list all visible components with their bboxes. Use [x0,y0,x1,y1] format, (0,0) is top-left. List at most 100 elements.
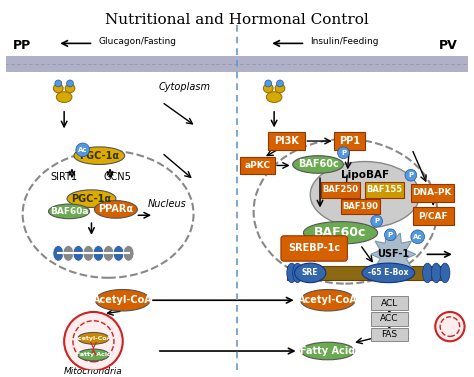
Ellipse shape [292,156,344,173]
Text: BAF190: BAF190 [342,202,378,211]
Circle shape [411,230,425,244]
Ellipse shape [94,201,137,218]
Text: DNA-PK: DNA-PK [412,188,452,197]
Circle shape [66,80,73,87]
Ellipse shape [431,263,441,283]
Ellipse shape [301,342,355,360]
FancyBboxPatch shape [287,266,443,280]
Ellipse shape [123,245,134,261]
Text: P/CAF: P/CAF [419,212,448,221]
FancyBboxPatch shape [411,184,454,202]
Text: PGC-1α: PGC-1α [79,151,119,161]
Ellipse shape [73,245,84,261]
Text: Glucagon/Fasting: Glucagon/Fasting [98,37,176,46]
Text: FAS: FAS [381,330,397,339]
Ellipse shape [362,263,415,283]
Ellipse shape [83,245,94,261]
Ellipse shape [287,263,297,283]
FancyBboxPatch shape [413,207,454,225]
FancyBboxPatch shape [340,199,380,214]
Circle shape [435,312,465,341]
Ellipse shape [113,245,124,261]
Text: Nucleus: Nucleus [147,199,186,208]
Text: Nutritional and Hormonal Control: Nutritional and Hormonal Control [105,13,369,27]
Ellipse shape [65,84,75,93]
FancyBboxPatch shape [268,132,305,150]
FancyBboxPatch shape [365,182,404,198]
Ellipse shape [54,84,63,93]
Ellipse shape [95,290,150,311]
Text: ACC: ACC [380,314,399,323]
Ellipse shape [310,162,419,228]
Text: SREBP-1c: SREBP-1c [288,244,340,253]
Text: BAF155: BAF155 [366,185,402,195]
Circle shape [371,215,383,227]
Polygon shape [371,233,416,276]
Text: PGC-1α: PGC-1α [72,194,111,204]
Ellipse shape [56,92,72,103]
Circle shape [405,169,417,181]
Ellipse shape [266,92,282,103]
Text: BAF60c: BAF60c [298,159,338,170]
Text: Ac: Ac [78,147,87,153]
Text: PV: PV [439,38,458,52]
Circle shape [64,312,123,371]
Text: Acetyl-CoA: Acetyl-CoA [74,336,113,341]
Ellipse shape [264,84,273,93]
Ellipse shape [422,263,432,283]
FancyBboxPatch shape [321,182,360,198]
Ellipse shape [292,263,302,283]
Text: USF-1: USF-1 [377,249,410,259]
Ellipse shape [93,245,104,261]
Text: -65 E-Box: -65 E-Box [368,268,409,277]
FancyBboxPatch shape [371,328,408,341]
Text: PP: PP [13,38,32,52]
Ellipse shape [53,245,64,261]
FancyBboxPatch shape [281,236,347,261]
Text: Acetyl-CoA: Acetyl-CoA [298,295,358,305]
Text: LipoBAF: LipoBAF [341,170,389,180]
Ellipse shape [295,263,326,283]
Text: P: P [388,232,393,238]
Text: Acetyl-CoA: Acetyl-CoA [93,295,153,305]
Text: ACL: ACL [381,299,398,308]
Text: Fatty Acid: Fatty Acid [300,346,356,356]
Text: BAF250: BAF250 [322,185,358,195]
Ellipse shape [74,147,125,164]
Ellipse shape [440,263,450,283]
Text: SRE: SRE [302,268,319,277]
Circle shape [276,80,283,87]
Ellipse shape [78,333,109,344]
Text: Ac: Ac [413,234,422,240]
Text: P: P [341,150,346,156]
Text: SIRT1: SIRT1 [51,172,78,182]
Text: aPKC: aPKC [245,161,271,170]
FancyBboxPatch shape [240,157,275,174]
Text: Mitochondria: Mitochondria [64,367,123,376]
Ellipse shape [301,290,355,311]
Text: Cytoplasm: Cytoplasm [158,83,210,92]
Text: PP1: PP1 [339,136,360,146]
Ellipse shape [48,204,90,219]
Text: Fatty Acid: Fatty Acid [76,352,111,357]
Circle shape [76,143,90,157]
Circle shape [55,80,62,87]
Circle shape [384,229,396,241]
Ellipse shape [78,349,109,361]
Ellipse shape [275,84,285,93]
Ellipse shape [103,245,114,261]
Circle shape [265,80,272,87]
FancyBboxPatch shape [6,56,468,72]
FancyBboxPatch shape [371,312,408,326]
Text: GCN5: GCN5 [104,172,132,182]
Text: PPARα: PPARα [98,204,134,215]
Text: BAF60c: BAF60c [314,226,367,239]
Text: P: P [408,172,413,178]
Ellipse shape [303,222,378,244]
Text: P: P [374,218,379,224]
FancyBboxPatch shape [371,296,408,310]
Text: Insulin/Feeding: Insulin/Feeding [310,37,379,46]
Circle shape [337,147,349,159]
Text: BAF60a: BAF60a [50,207,88,216]
Ellipse shape [67,190,116,207]
